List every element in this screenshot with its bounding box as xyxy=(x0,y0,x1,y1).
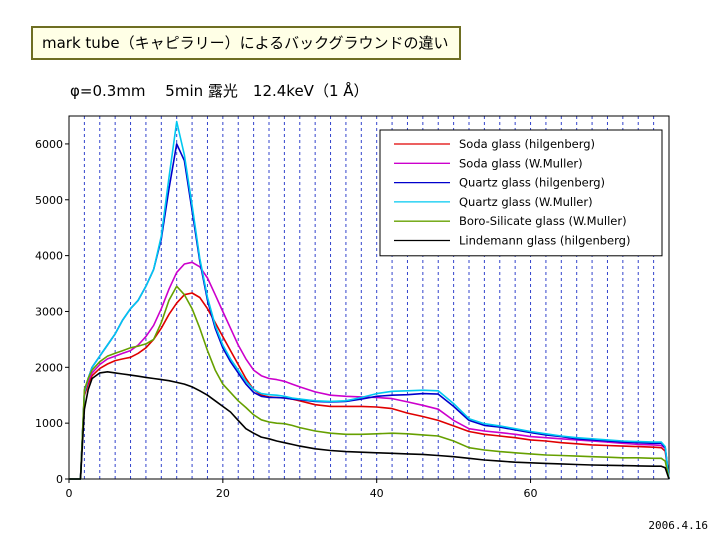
legend-label: Quartz glass (W.Muller) xyxy=(459,195,593,209)
y-tick-label: 0 xyxy=(56,473,63,486)
x-tick-label: 60 xyxy=(524,487,538,500)
series-line-4 xyxy=(69,120,670,480)
legend-label: Quartz glass (hilgenberg) xyxy=(459,176,605,190)
chart-subtitle: φ=0.3mm 5min 露光 12.4keV（1 Å） xyxy=(70,82,369,100)
y-tick-label: 3000 xyxy=(35,305,63,318)
legend-label: Boro-Silicate glass (W.Muller) xyxy=(459,214,627,228)
series-lines xyxy=(69,120,670,480)
chart-title-box: mark tube（キャピラリー）によるバックグラウンドの違い xyxy=(31,26,461,60)
axes: 0 20 40 60 0 1000 2000 3000 4000 5000 6000 xyxy=(35,115,670,500)
y-tick-label: 1000 xyxy=(35,417,63,430)
y-tick-label: 2000 xyxy=(35,361,63,374)
series-line-6 xyxy=(69,370,670,480)
legend-label: Lindemann glass (hilgenberg) xyxy=(459,234,630,248)
series-line-1 xyxy=(69,292,670,480)
y-tick-label: 5000 xyxy=(35,194,63,207)
x-tick-label: 40 xyxy=(370,487,384,500)
chart-title: mark tube（キャピラリー）によるバックグラウンドの違い xyxy=(42,34,449,52)
x-tick-label: 20 xyxy=(216,487,230,500)
legend: Soda glass (hilgenberg) Soda glass (W.Mul… xyxy=(379,129,663,257)
legend-label: Soda glass (hilgenberg) xyxy=(459,137,595,151)
y-tick-label: 6000 xyxy=(35,138,63,151)
series-line-2 xyxy=(69,261,670,480)
x-tick-label: 0 xyxy=(66,487,73,500)
legend-box xyxy=(379,129,663,257)
y-tick-label: 4000 xyxy=(35,250,63,263)
date-label: 2006.4.16 xyxy=(648,519,708,532)
legend-label: Soda glass (W.Muller) xyxy=(459,156,583,170)
series-line-5 xyxy=(69,285,670,480)
plot-frame xyxy=(68,115,670,480)
